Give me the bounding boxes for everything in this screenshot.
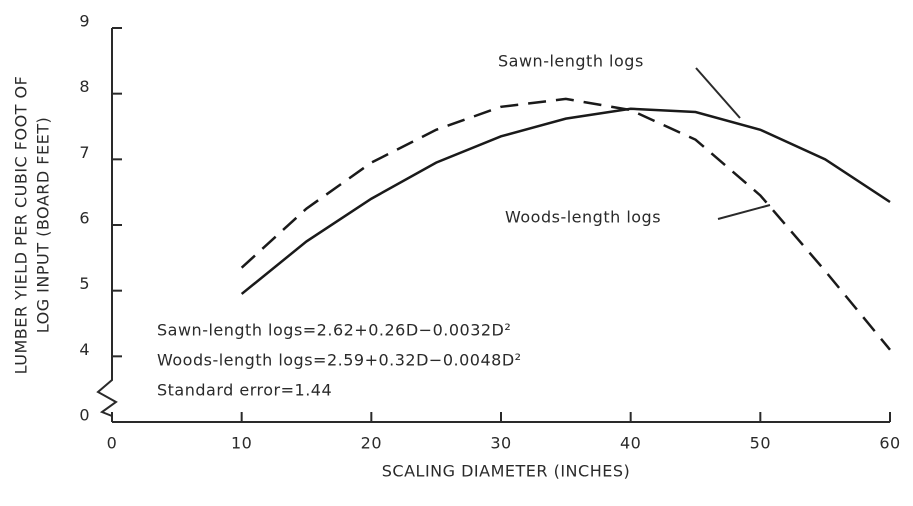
y-tick-label: 6	[79, 209, 90, 228]
x-tick-label: 40	[620, 434, 641, 453]
y-tick-label: 8	[79, 77, 90, 96]
y-tick-label: 7	[79, 143, 90, 162]
x-tick-label: 60	[879, 434, 900, 453]
y-tick-label: 9	[79, 12, 90, 31]
annotation: Standard error=1.44	[157, 381, 332, 400]
x-axis-label: SCALING DIAMETER (INCHES)	[382, 462, 630, 481]
x-tick-label: 10	[231, 434, 252, 453]
annotation: Sawn-length logs=2.62+0.26D−0.0032D²	[157, 321, 511, 340]
x-tick-label: 0	[107, 434, 118, 453]
leader-line	[695, 67, 741, 119]
legend-label: Woods-length logs	[505, 208, 661, 227]
y-axis-label: LOG INPUT (BOARD FEET)	[34, 117, 53, 333]
x-tick-label: 30	[490, 434, 511, 453]
legend-label: Sawn-length logs	[498, 52, 644, 71]
y-tick-label: 5	[79, 274, 90, 293]
leader-line	[717, 204, 771, 220]
annotation: Woods-length logs=2.59+0.32D−0.0048D²	[157, 351, 522, 370]
x-tick-label: 20	[361, 434, 382, 453]
y-axis-label: LUMBER YIELD PER CUBIC FOOT OF	[12, 76, 31, 375]
y-tick-label: 4	[79, 340, 90, 359]
x-tick-label: 50	[750, 434, 771, 453]
line	[240, 97, 891, 351]
line	[240, 107, 891, 295]
y-tick-label: 0	[79, 406, 90, 425]
